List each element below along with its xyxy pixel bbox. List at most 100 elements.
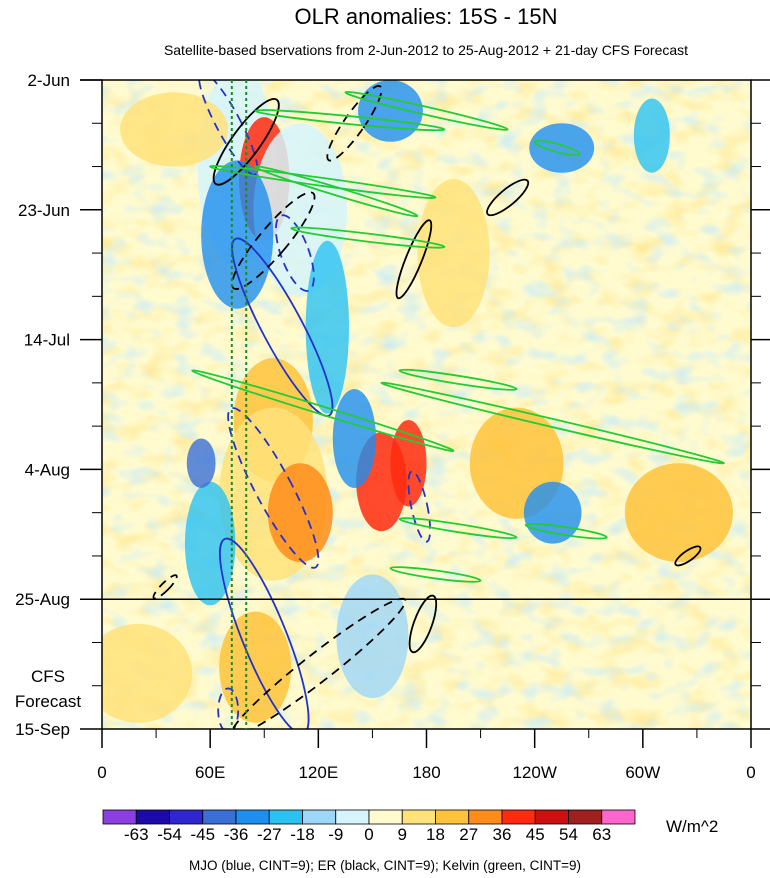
colorbar: -63 -54 -45 -36 -27 -18 -9 0 9 18 27 36 45 54 63 bbox=[102, 809, 636, 844]
negative-anomaly bbox=[357, 80, 423, 142]
positive-anomaly bbox=[417, 178, 490, 328]
colorbar-swatch bbox=[368, 809, 403, 825]
kelvin-contour bbox=[254, 165, 419, 218]
wave-contours bbox=[152, 80, 725, 729]
positive-anomaly bbox=[267, 463, 333, 563]
negative-anomaly bbox=[529, 123, 595, 173]
y-tick-label: 25-Aug bbox=[15, 590, 70, 609]
er-contour bbox=[486, 178, 530, 217]
er-contour bbox=[231, 191, 316, 290]
colorbar-swatch bbox=[102, 809, 137, 825]
reference-lines bbox=[230, 80, 248, 729]
negative-anomaly bbox=[633, 98, 670, 173]
colorbar-label: -54 bbox=[157, 825, 182, 844]
kelvin-contour bbox=[533, 139, 581, 157]
chart-title: OLR anomalies: 15S - 15N bbox=[295, 4, 558, 29]
er-contour bbox=[152, 574, 178, 600]
er-contour bbox=[674, 545, 702, 567]
kelvin-contour bbox=[209, 165, 437, 199]
positive-anomaly bbox=[120, 92, 229, 167]
x-tick-label: 120E bbox=[298, 763, 338, 782]
er-contour bbox=[212, 98, 280, 186]
colorbar-label: 18 bbox=[426, 825, 445, 844]
mjo-contour bbox=[219, 537, 310, 729]
colorbar-label: 45 bbox=[526, 825, 545, 844]
colorbar-label: 27 bbox=[459, 825, 478, 844]
colorbar-swatch bbox=[268, 809, 303, 825]
colorbar-swatch bbox=[235, 809, 270, 825]
kelvin-contour bbox=[398, 368, 518, 391]
negative-anomaly bbox=[523, 481, 582, 544]
y-axis: 2-Jun 23-Jun 14-Jul 4-Aug 25-Aug 15-Sep bbox=[15, 71, 770, 739]
kelvin-contour bbox=[398, 517, 518, 540]
colorbar-label: 63 bbox=[592, 825, 611, 844]
chart-subtitle: Satellite-based bservations from 2-Jun-2… bbox=[164, 42, 688, 58]
mjo-contour bbox=[407, 470, 432, 543]
colorbar-unit: W/m^2 bbox=[666, 817, 718, 836]
er-contour bbox=[395, 219, 433, 300]
mjo-contour bbox=[217, 687, 240, 729]
positive-anomaly bbox=[102, 623, 193, 723]
colorbar-label: -63 bbox=[124, 825, 149, 844]
positive-anomaly bbox=[219, 611, 292, 723]
negative-anomaly bbox=[184, 481, 236, 606]
colorbar-label: -9 bbox=[328, 825, 343, 844]
negative-anomaly bbox=[201, 160, 274, 309]
er-contour bbox=[408, 594, 438, 654]
colorbar-label: 36 bbox=[493, 825, 512, 844]
colorbar-swatch bbox=[568, 809, 603, 825]
kelvin-contour bbox=[254, 109, 446, 132]
x-tick-label: 0 bbox=[97, 763, 106, 782]
colorbar-swatch bbox=[135, 809, 170, 825]
colorbar-swatch bbox=[302, 809, 337, 825]
kelvin-contour bbox=[344, 91, 509, 131]
x-tick-label: 120W bbox=[512, 763, 556, 782]
y-tick-label: 14-Jul bbox=[24, 331, 70, 350]
mjo-contour bbox=[275, 214, 315, 292]
colorbar-swatch bbox=[534, 809, 569, 825]
negative-anomaly bbox=[186, 438, 216, 488]
y-tick-label: 4-Aug bbox=[25, 460, 70, 479]
negative-anomaly bbox=[305, 240, 349, 414]
kelvin-contour bbox=[380, 381, 725, 465]
kelvin-contour bbox=[524, 522, 608, 540]
y-tick-label: 2-Jun bbox=[27, 71, 70, 90]
mjo-contour bbox=[198, 80, 259, 176]
positive-anomaly bbox=[624, 463, 733, 563]
kelvin-contour bbox=[290, 226, 446, 249]
colorbar-swatch bbox=[335, 809, 370, 825]
colorbar-swatch bbox=[169, 809, 204, 825]
kelvin-contour bbox=[191, 369, 455, 452]
colorbar-label: 9 bbox=[398, 825, 407, 844]
positive-anomaly bbox=[390, 419, 427, 507]
colorbar-label: 54 bbox=[559, 825, 578, 844]
colorbar-swatch bbox=[468, 809, 503, 825]
colorbar-label: -45 bbox=[190, 825, 215, 844]
x-axis: 0 60E 120E 180 120W 60W 0 bbox=[97, 729, 756, 782]
colorbar-swatch bbox=[601, 809, 636, 825]
colorbar-label: -18 bbox=[290, 825, 315, 844]
chart-caption: MJO (blue, CINT=9); ER (black, CINT=9); … bbox=[189, 858, 581, 873]
colorbar-label: -36 bbox=[224, 825, 249, 844]
kelvin-contour bbox=[389, 566, 482, 583]
colorbar-swatch bbox=[401, 809, 436, 825]
y-tick-label: 23-Jun bbox=[18, 201, 70, 220]
plot-area bbox=[102, 80, 751, 729]
colorbar-label: -27 bbox=[257, 825, 282, 844]
y-tick-label: 15-Sep bbox=[15, 720, 70, 739]
colorbar-swatch bbox=[202, 809, 237, 825]
colorbar-swatch bbox=[501, 809, 536, 825]
colorbar-label: 0 bbox=[364, 825, 373, 844]
colorbar-swatch bbox=[435, 809, 470, 825]
forecast-label-line1: CFS bbox=[31, 667, 65, 686]
mjo-contour bbox=[227, 407, 320, 569]
x-tick-label: 60W bbox=[625, 763, 660, 782]
x-tick-label: 60E bbox=[195, 763, 225, 782]
x-tick-label: 0 bbox=[746, 763, 755, 782]
negative-anomaly bbox=[336, 574, 409, 699]
x-tick-label: 180 bbox=[412, 763, 440, 782]
mjo-contour bbox=[231, 237, 334, 417]
er-contour bbox=[326, 85, 383, 162]
forecast-label-line2: Forecast bbox=[15, 692, 81, 711]
